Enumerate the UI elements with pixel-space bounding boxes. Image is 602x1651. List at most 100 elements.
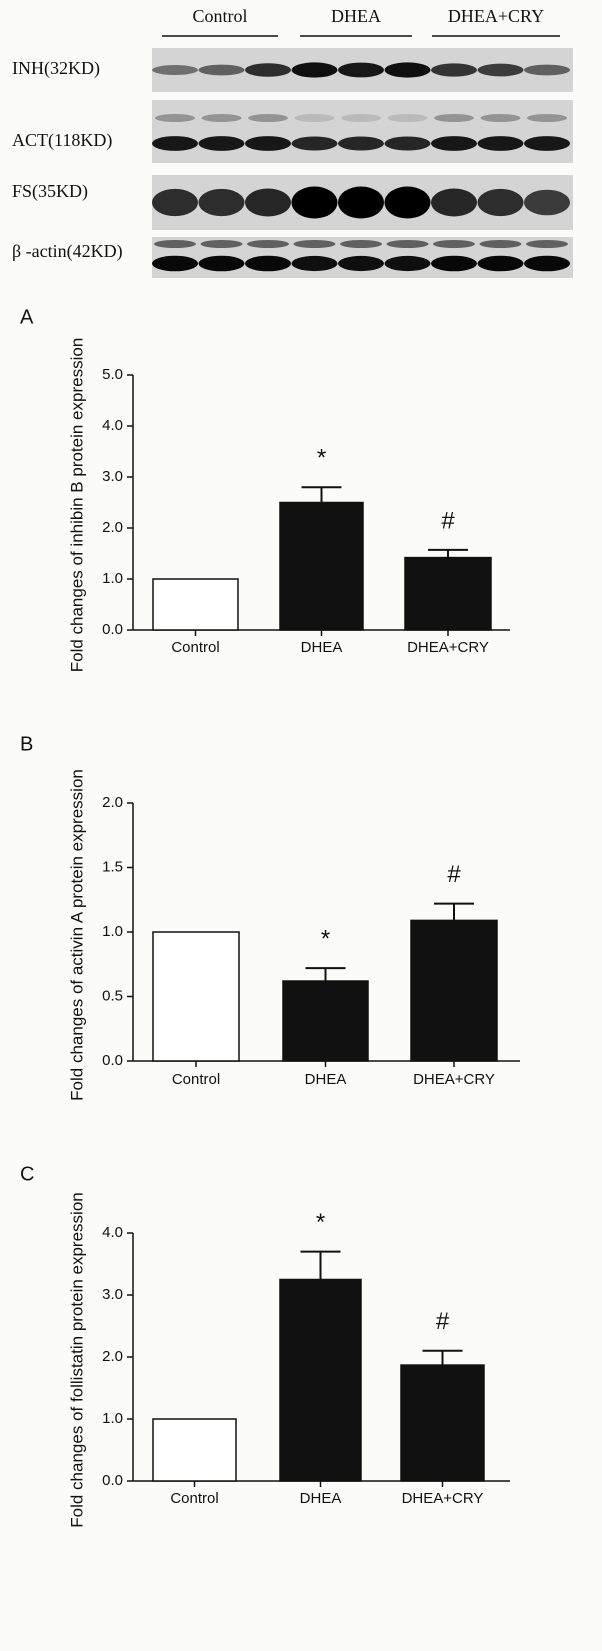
blot-band: [384, 255, 431, 272]
blot-band: [480, 114, 521, 122]
blot-band: [152, 255, 198, 272]
bar: [410, 919, 498, 1062]
blot-row-label: β -actin(42KD): [12, 241, 123, 262]
x-tick-label: DHEA+CRY: [402, 1490, 484, 1507]
blot-band: [384, 62, 431, 78]
x-tick-label: Control: [171, 639, 219, 656]
x-tick-label: Control: [172, 1071, 220, 1088]
blot-band: [340, 240, 382, 248]
panel-label: C: [20, 1163, 34, 1185]
y-tick-label: 5.0: [102, 366, 123, 383]
blot-band: [201, 114, 242, 122]
bar: [404, 556, 492, 631]
blot-band: [294, 114, 335, 122]
bar: [152, 578, 239, 631]
blot-band: [338, 62, 384, 78]
blot-band: [477, 136, 524, 151]
blot-band: [200, 240, 243, 248]
y-tick-label: 1.0: [102, 1410, 123, 1427]
blot-band: [338, 186, 384, 219]
y-tick-label: 2.0: [102, 1348, 123, 1365]
x-tick-label: DHEA+CRY: [413, 1071, 495, 1088]
significance-mark: *: [321, 925, 330, 952]
blot-band: [527, 114, 567, 122]
blot-band: [247, 240, 289, 248]
x-tick-label: DHEA+CRY: [407, 639, 489, 656]
y-axis-label: Fold changes of follistatin protein expr…: [67, 1192, 86, 1527]
blot-band: [386, 240, 429, 248]
bar: [400, 1364, 485, 1482]
significance-mark: *: [317, 445, 326, 472]
blot-band: [291, 186, 338, 219]
blot-band: [384, 136, 431, 151]
blot-row-label: FS(35KD): [12, 181, 88, 202]
blot-band: [291, 136, 338, 151]
y-tick-label: 0.5: [102, 987, 123, 1004]
y-tick-label: 0.0: [102, 621, 123, 638]
blot-band: [477, 63, 524, 77]
blot-group-label: DHEA+CRY: [448, 6, 544, 26]
blot-row-label: ACT(118KD): [12, 130, 112, 151]
y-tick-label: 3.0: [102, 1286, 123, 1303]
panel-label: A: [20, 306, 34, 328]
blot-band: [524, 64, 570, 76]
blot-band: [524, 136, 570, 151]
blot-band: [387, 114, 428, 122]
blot-band: [431, 136, 477, 151]
significance-mark: #: [447, 861, 461, 888]
blot-band: [155, 114, 195, 122]
x-tick-label: DHEA: [300, 1490, 342, 1507]
blot-band: [477, 188, 524, 217]
blot-band: [338, 136, 384, 151]
blot-band: [198, 188, 245, 217]
blot-band: [526, 240, 568, 248]
blot-band: [293, 240, 336, 248]
blot-band: [198, 136, 245, 151]
y-tick-label: 0.0: [102, 1472, 123, 1489]
blot-group-label: Control: [192, 6, 247, 26]
blot-band: [434, 114, 474, 122]
y-axis-label: Fold changes of activin A protein expres…: [67, 769, 86, 1101]
y-tick-label: 2.0: [102, 519, 123, 536]
blot-band: [524, 189, 570, 216]
bar: [282, 980, 369, 1062]
significance-mark: #: [436, 1308, 450, 1335]
blot-band: [248, 114, 288, 122]
significance-mark: *: [316, 1209, 325, 1236]
blot-band: [431, 255, 477, 272]
y-tick-label: 1.0: [102, 570, 123, 587]
blot-band: [152, 65, 198, 75]
blot-group-label: DHEA: [331, 6, 381, 26]
blot-band: [245, 63, 291, 77]
blot-band: [341, 114, 381, 122]
blot-band: [198, 255, 245, 272]
blot-band: [152, 136, 198, 151]
blot-band: [198, 64, 245, 76]
x-tick-label: DHEA: [301, 639, 343, 656]
significance-mark: #: [441, 507, 455, 534]
y-tick-label: 4.0: [102, 417, 123, 434]
x-tick-label: Control: [170, 1490, 218, 1507]
blot-row-label: INH(32KD): [12, 58, 100, 79]
bar: [279, 501, 364, 631]
y-tick-label: 1.5: [102, 858, 123, 875]
blot-band: [291, 255, 338, 272]
bar: [279, 1278, 362, 1482]
blot-band: [431, 63, 477, 77]
blot-band: [152, 188, 198, 217]
blot-band: [431, 188, 477, 217]
y-tick-label: 4.0: [102, 1224, 123, 1241]
blot-band: [477, 255, 524, 272]
blot-band: [479, 240, 522, 248]
blot-band: [338, 255, 384, 272]
blot-strip: [152, 100, 573, 163]
y-tick-label: 0.0: [102, 1052, 123, 1069]
blot-band: [154, 240, 196, 248]
bar: [152, 1418, 237, 1482]
blot-band: [291, 62, 338, 78]
blot-band: [384, 186, 431, 219]
blot-band: [245, 136, 291, 151]
blot-band: [245, 255, 291, 272]
